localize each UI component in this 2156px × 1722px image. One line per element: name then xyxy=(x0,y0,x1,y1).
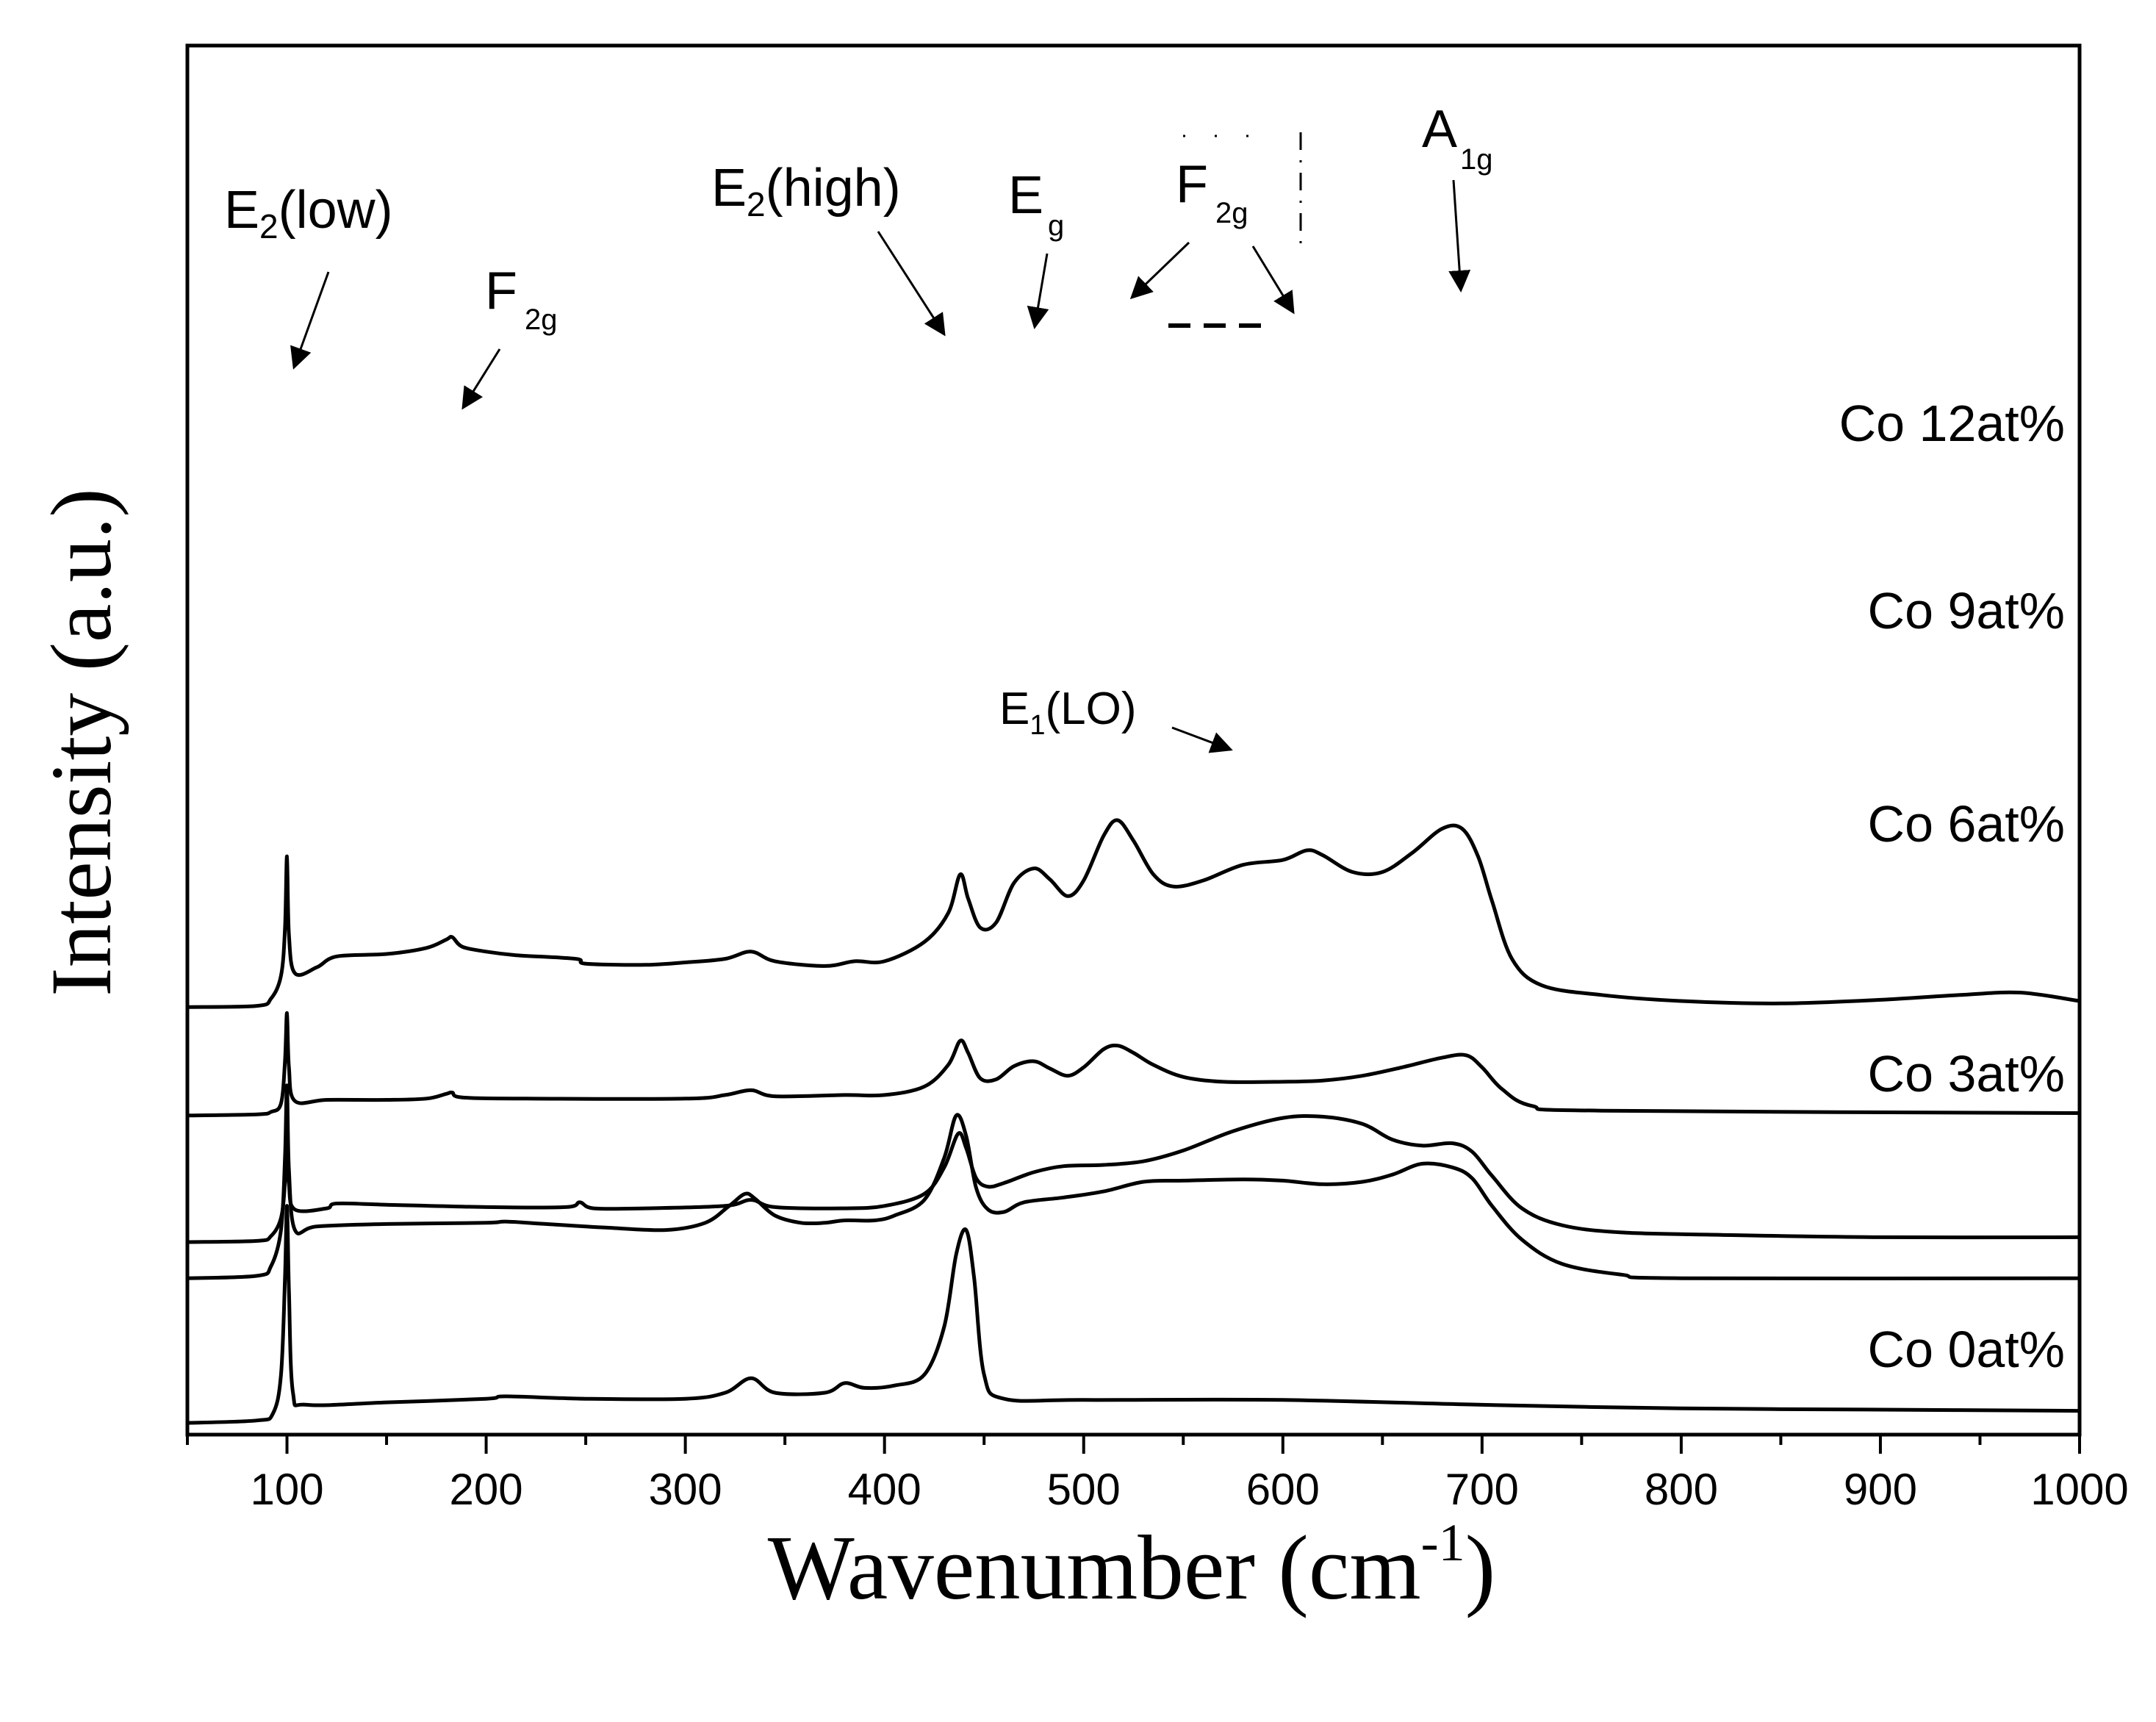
annotation-e2-low: E2(low) xyxy=(224,181,393,245)
series-line-co-6at- xyxy=(187,1113,2080,1244)
series-label-co-9: Co 9at% xyxy=(1868,582,2065,639)
series-label-co-6: Co 6at% xyxy=(1868,795,2065,853)
series-labels: Co 12at% Co 9at% Co 6at% Co 3at% Co 0at% xyxy=(1839,395,2065,1378)
series-label-co-3: Co 3at% xyxy=(1868,1045,2065,1102)
x-axis-title: Wavenumber (cm-1) xyxy=(768,1513,1496,1619)
x-tick-label: 700 xyxy=(1445,1465,1519,1514)
arrow-a1g xyxy=(1448,179,1471,293)
arrow-eg xyxy=(1027,253,1049,329)
plot-frame xyxy=(185,43,2082,1437)
series-line-co-9at- xyxy=(187,1011,2080,1118)
arrow-e2-low xyxy=(290,271,330,370)
y-axis-title: Intensity (a.u.) xyxy=(33,488,129,996)
annotation-f2g-high: F 2g xyxy=(1176,155,1248,229)
annotation-eg: Eg xyxy=(1008,166,1064,242)
dashed-guides xyxy=(1168,132,1302,328)
series-line-co-12at- xyxy=(187,818,2080,1009)
series-label-co-0: Co 0at% xyxy=(1868,1321,2065,1378)
x-tick-label: 900 xyxy=(1844,1465,1917,1514)
arrow-e1-lo xyxy=(1171,726,1233,753)
series-line-co-3at- xyxy=(187,1083,2080,1281)
arrow-f2g-right xyxy=(1251,245,1295,315)
arrow-f2g-left xyxy=(1129,241,1190,300)
annotation-a1g: A1g xyxy=(1422,100,1493,176)
x-tick-label: 500 xyxy=(1047,1465,1121,1514)
x-axis-ticks xyxy=(186,1435,2081,1454)
annotation-e1-lo: E1(LO) xyxy=(999,684,1137,741)
series-label-co-12: Co 12at% xyxy=(1839,395,2065,452)
x-tick-label: 600 xyxy=(1246,1465,1320,1514)
x-tick-label: 200 xyxy=(450,1465,523,1514)
x-tick-label: 1000 xyxy=(2030,1465,2128,1514)
arrow-e2-high xyxy=(877,231,946,337)
x-axis-tick-labels: 100 200 300 400 500 600 700 800 900 1000 xyxy=(250,1465,2128,1514)
peak-annotations: E2(low) F 2g E2(high) Eg F 2g A1g E1(LO) xyxy=(224,100,1493,741)
series-line-co-0at- xyxy=(187,1204,2080,1425)
annotation-e2-high: E2(high) xyxy=(711,159,901,223)
arrow-f2g-low xyxy=(461,348,501,410)
x-tick-label: 300 xyxy=(649,1465,722,1514)
x-tick-label: 400 xyxy=(848,1465,921,1514)
x-tick-label: 800 xyxy=(1645,1465,1718,1514)
annotation-f2g-low: F 2g xyxy=(485,262,557,336)
annotation-arrows xyxy=(290,179,1471,753)
spectra-series xyxy=(187,818,2080,1425)
x-tick-label: 100 xyxy=(250,1465,323,1514)
